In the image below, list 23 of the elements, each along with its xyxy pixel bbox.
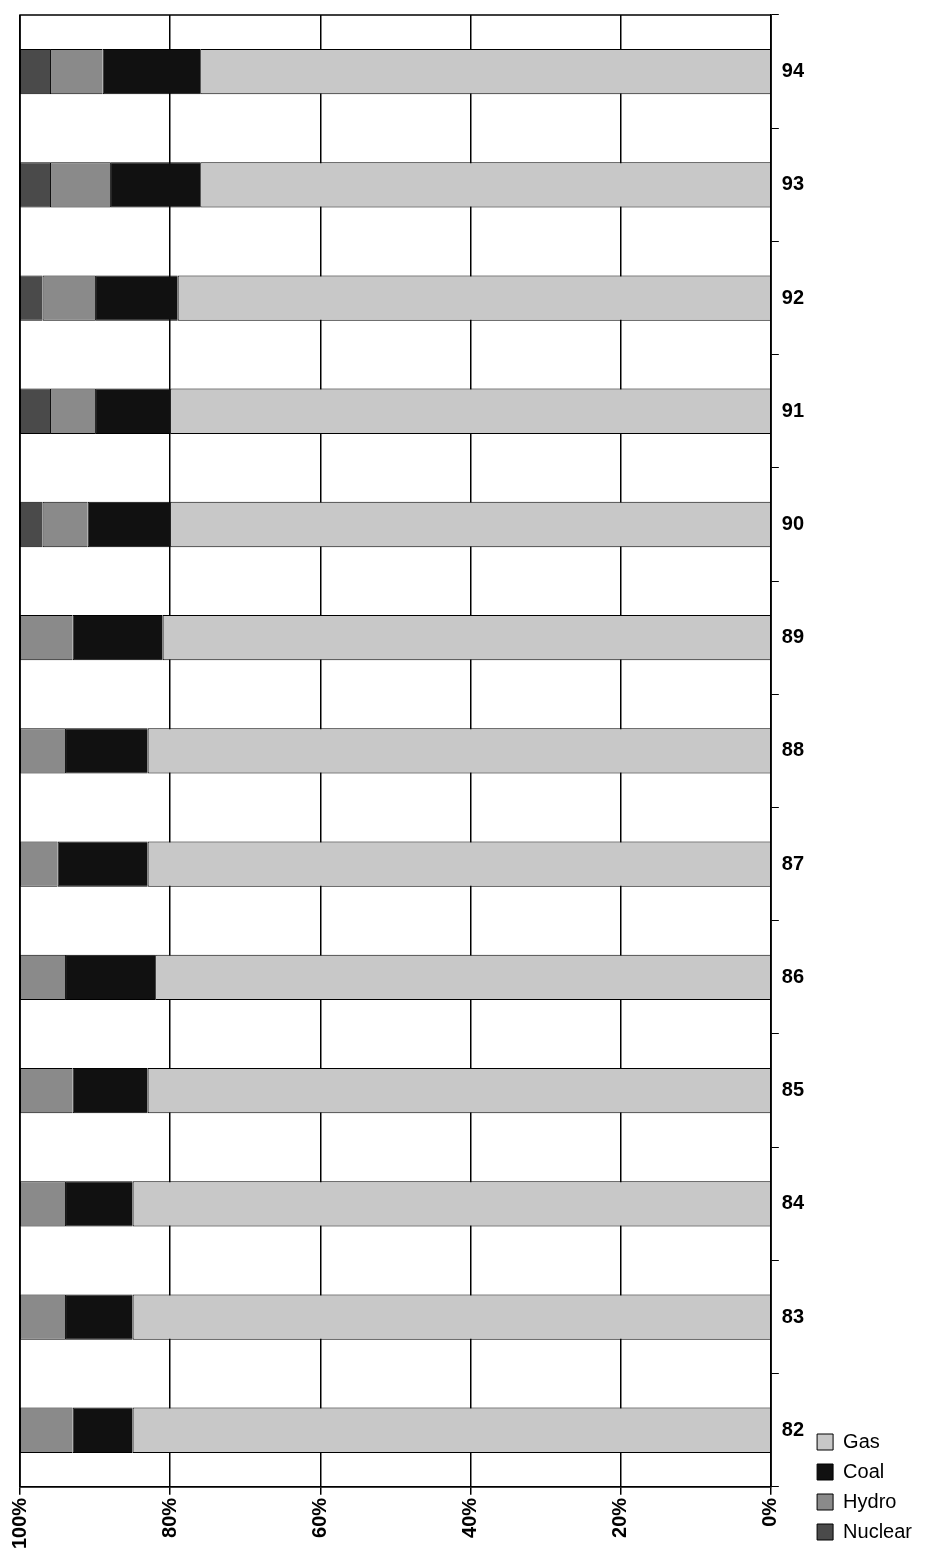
legend-label: Nuclear [843,1519,913,1542]
y-tick-label: 87 [781,851,805,874]
y-tick-label: 88 [781,738,805,761]
y-tick-label: 85 [781,1078,805,1101]
legend-label: Coal [843,1459,885,1482]
x-tick-label: 60% [307,1497,330,1538]
x-tick-label: 20% [608,1497,631,1538]
x-tick-label: 40% [458,1497,481,1538]
legend-label: Gas [843,1429,880,1452]
y-tick-label: 93 [781,172,805,195]
y-tick-label: 89 [781,625,805,648]
y-tick-label: 92 [781,285,805,308]
y-tick-label: 90 [781,512,805,534]
x-tick-label: 100% [7,1497,30,1549]
y-tick-label: 94 [781,59,805,82]
x-tick-label: 0% [758,1497,781,1527]
y-tick-label: 91 [781,398,805,421]
x-tick-label: 80% [157,1497,180,1538]
legend-label: Hydro [843,1489,897,1512]
y-tick-label: 82 [781,1417,805,1440]
y-tick-label: 83 [781,1304,805,1327]
y-tick-label: 84 [781,1191,805,1214]
y-tick-label: 86 [781,964,805,987]
